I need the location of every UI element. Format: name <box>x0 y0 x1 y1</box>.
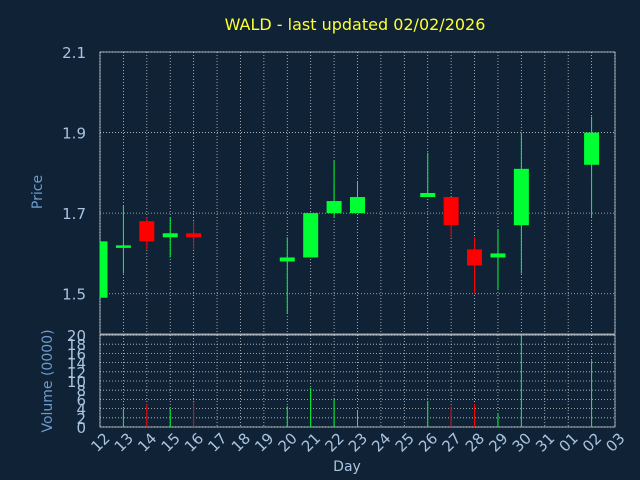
volume-tick-label: 14 <box>67 355 86 373</box>
x-axis-label: Day <box>333 459 361 475</box>
candle-body <box>279 257 295 262</box>
volume-tick-label: 4 <box>76 401 86 419</box>
price-panel: 1.5 1.7 1.9 2.1 <box>62 44 616 335</box>
candle-body <box>115 245 131 248</box>
price-tick-label: 1.5 <box>62 286 86 304</box>
price-axis-label: Price <box>30 175 46 209</box>
candle-body <box>420 193 436 198</box>
price-tick-label: 2.1 <box>62 44 86 62</box>
candle-body <box>350 197 365 214</box>
volume-tick-label: 2 <box>76 410 86 428</box>
candle-body <box>139 221 155 242</box>
x-tick-labels: 1213141516171819202122232425262728293031… <box>87 429 628 455</box>
volume-tick-label: 12 <box>67 364 86 382</box>
price-tick-label: 1.7 <box>62 205 86 223</box>
candle-body <box>186 233 202 238</box>
price-plot-frame <box>99 51 616 335</box>
volume-tick-label: 18 <box>67 336 86 354</box>
candle-body <box>162 233 178 238</box>
volume-tick-label: 20 <box>67 327 86 345</box>
candle-body <box>443 197 459 226</box>
chart-title: WALD - last updated 02/02/2026 <box>225 15 486 34</box>
volume-tick-label: 16 <box>67 345 86 363</box>
volume-axis-label: Volume (0000) <box>40 329 56 432</box>
candle-body <box>584 132 600 165</box>
candle-body <box>303 213 319 258</box>
candle-body <box>490 253 506 258</box>
candle-body <box>100 241 108 298</box>
candle-body <box>513 168 529 226</box>
volume-tick-label: 10 <box>67 373 86 391</box>
volume-tick-label: 8 <box>76 382 86 400</box>
price-tick-label: 1.9 <box>62 125 86 143</box>
candle-body <box>467 249 483 266</box>
volume-tick-label: 6 <box>76 391 86 409</box>
candle-body <box>326 201 342 214</box>
volume-tick-label: 0 <box>76 419 86 437</box>
